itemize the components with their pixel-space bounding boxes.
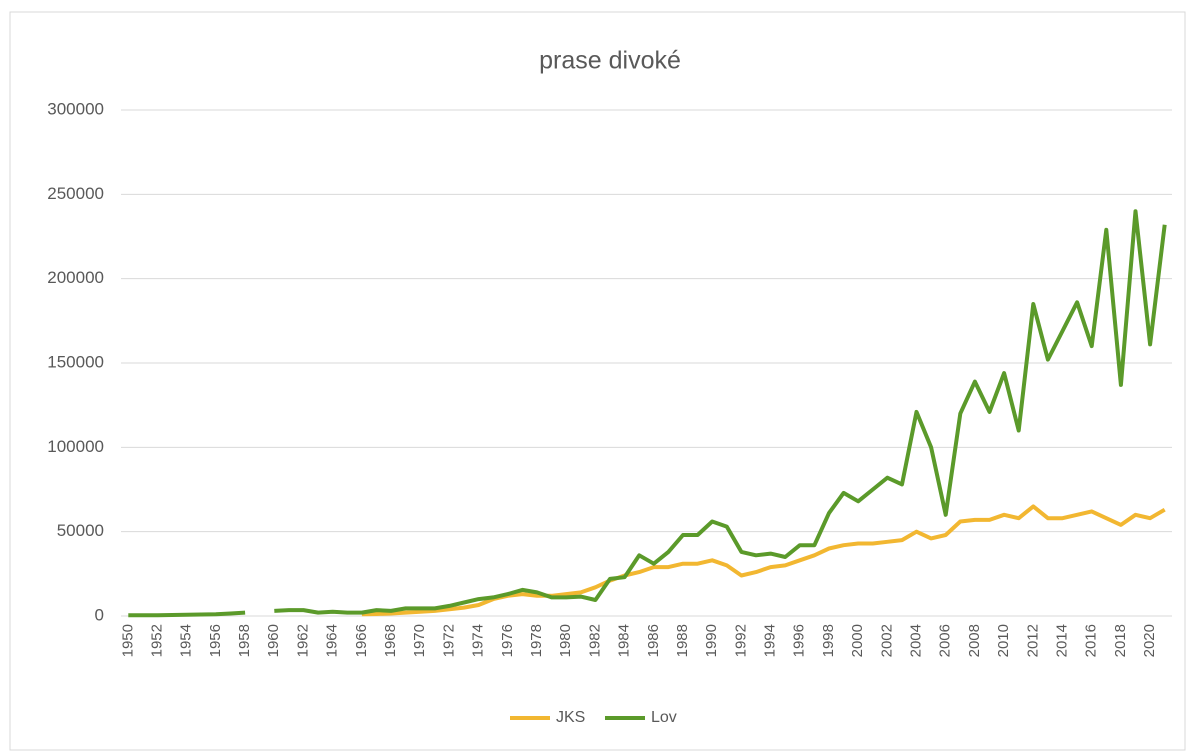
y-tick-label: 300000 <box>47 99 104 118</box>
x-tick-label: 1968 <box>382 624 399 657</box>
x-tick-label: 1996 <box>791 624 808 657</box>
x-tick-label: 1950 <box>119 624 136 657</box>
x-tick-label: 1990 <box>703 624 720 657</box>
x-tick-label: 2018 <box>1112 624 1129 657</box>
x-tick-label: 1980 <box>557 624 574 657</box>
legend-label: Lov <box>651 709 677 726</box>
y-tick-label: 100000 <box>47 437 104 456</box>
x-tick-label: 1960 <box>265 624 282 657</box>
y-tick-label: 150000 <box>47 352 104 371</box>
x-tick-label: 2016 <box>1083 624 1100 657</box>
chart-frame <box>9 11 1186 751</box>
x-tick-label: 2002 <box>878 624 895 657</box>
y-tick-label: 0 <box>95 605 104 624</box>
x-tick-label: 1976 <box>499 624 516 657</box>
x-tick-label: 2010 <box>995 624 1012 657</box>
y-tick-label: 250000 <box>47 184 104 203</box>
y-tick-label: 50000 <box>57 521 104 540</box>
x-tick-label: 1956 <box>207 624 224 657</box>
x-tick-label: 1970 <box>411 624 428 657</box>
x-tick-label: 1962 <box>294 624 311 657</box>
x-tick-label: 1986 <box>645 624 662 657</box>
x-tick-label: 1982 <box>586 624 603 657</box>
x-tick-label: 2020 <box>1141 624 1158 657</box>
x-tick-label: 1998 <box>820 624 837 657</box>
x-tick-label: 1958 <box>236 624 253 657</box>
x-tick-label: 1952 <box>148 624 165 657</box>
x-tick-label: 1984 <box>616 624 633 657</box>
x-tick-label: 2000 <box>849 624 866 657</box>
x-tick-label: 2006 <box>937 624 954 657</box>
x-tick-label: 1978 <box>528 624 545 657</box>
x-tick-label: 1988 <box>674 624 691 657</box>
x-tick-label: 2012 <box>1024 624 1041 657</box>
line-series <box>128 209 1167 618</box>
x-tick-label: 1992 <box>732 624 749 657</box>
chart-title: prase divoké <box>539 47 681 75</box>
x-tick-label: 1974 <box>470 624 487 657</box>
x-tick-label: 2008 <box>966 624 983 657</box>
x-tick-label: 2014 <box>1053 624 1070 657</box>
x-tick-label: 2004 <box>908 624 925 657</box>
x-tick-label: 1972 <box>440 624 457 657</box>
x-tick-label: 1954 <box>178 624 195 657</box>
y-tick-label: 200000 <box>47 268 104 287</box>
x-tick-label: 1964 <box>324 624 341 657</box>
x-tick-label: 1966 <box>353 624 370 657</box>
legend-label: JKS <box>556 709 585 726</box>
x-tick-label: 1994 <box>762 624 779 657</box>
